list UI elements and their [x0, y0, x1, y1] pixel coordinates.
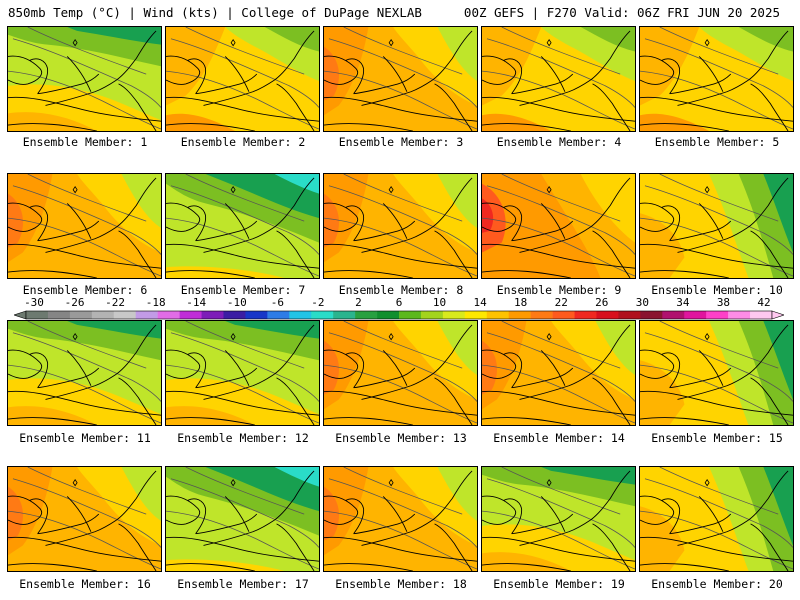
ensemble-member-map-panel	[165, 466, 320, 572]
ensemble-member-map-panel	[323, 173, 478, 279]
colorbar-tick-label: 2	[355, 296, 362, 309]
ensemble-member-map-panel	[7, 466, 162, 572]
colorbar-tick-label: -2	[311, 296, 325, 309]
colorbar-tick-label: -10	[226, 296, 247, 309]
ensemble-member-map-panel	[7, 320, 162, 426]
ensemble-member-label: Ensemble Member: 8	[338, 283, 464, 297]
colorbar-tick-label: 18	[514, 296, 528, 309]
colorbar-tick-label: -18	[145, 296, 166, 309]
colorbar-tick-label: 38	[716, 296, 731, 309]
ensemble-member-label: Ensemble Member: 4	[496, 135, 622, 149]
ensemble-member-map-panel	[639, 173, 794, 279]
ensemble-member-map-panel	[165, 26, 320, 132]
ensemble-member-label: Ensemble Member: 20	[651, 577, 783, 591]
ensemble-member-label: Ensemble Member: 17	[177, 577, 309, 591]
colorbar-tick-label: 6	[395, 296, 403, 309]
ensemble-member-map-panel	[481, 173, 636, 279]
ensemble-member-label: Ensemble Member: 10	[651, 283, 783, 297]
colorbar-tick-label: -30	[24, 296, 44, 309]
ensemble-member-label: Ensemble Member: 12	[177, 431, 309, 445]
colorbar-tick-label: 22	[554, 296, 568, 309]
ensemble-member-map-panel	[481, 466, 636, 572]
ensemble-member-label: Ensemble Member: 18	[335, 577, 467, 591]
ensemble-member-label: Ensemble Member: 3	[338, 135, 464, 149]
map-title: 850mb Temp (°C) | Wind (kts) | College o…	[8, 5, 422, 20]
ensemble-member-map-panel	[323, 320, 478, 426]
ensemble-member-label: Ensemble Member: 5	[654, 135, 780, 149]
ensemble-member-label: Ensemble Member: 2	[180, 135, 306, 149]
ensemble-member-label: Ensemble Member: 6	[22, 283, 148, 297]
ensemble-member-map-panel	[323, 26, 478, 132]
ensemble-member-label: Ensemble Member: 13	[335, 431, 467, 445]
colorbar-tick-label: -14	[186, 296, 207, 309]
ensemble-member-map-panel	[7, 26, 162, 132]
ensemble-member-map-panel	[165, 320, 320, 426]
ensemble-member-map-panel	[639, 26, 794, 132]
ensemble-member-map-panel	[639, 320, 794, 426]
colorbar-tick-label: -22	[105, 296, 126, 309]
ensemble-member-label: Ensemble Member: 9	[496, 283, 622, 297]
colorbar-tick-label: 26	[595, 296, 609, 309]
colorbar-tick-label: -6	[270, 296, 284, 309]
ensemble-member-label: Ensemble Member: 16	[19, 577, 151, 591]
ensemble-member-map-panel	[639, 466, 794, 572]
ensemble-member-label: Ensemble Member: 7	[180, 283, 306, 297]
colorbar-tick-label: 34	[676, 296, 690, 309]
ensemble-member-map-panel	[323, 466, 478, 572]
model-run-valid-time: 00Z GEFS | F270 Valid: 06Z FRI JUN 20 20…	[463, 5, 780, 20]
ensemble-member-label: Ensemble Member: 11	[19, 431, 151, 445]
colorbar-tick-label: 14	[473, 296, 487, 309]
colorbar-tick-label: -26	[64, 296, 85, 309]
ensemble-member-label: Ensemble Member: 19	[493, 577, 625, 591]
ensemble-member-label: Ensemble Member: 15	[651, 431, 783, 445]
colorbar-tick-labels: -30 -26 -22 -18 -14 -10 -6 -2 2 6 10 14 18 22 26 30 34 38…	[14, 296, 784, 309]
ensemble-member-map-panel	[7, 173, 162, 279]
ensemble-member-map-panel	[165, 173, 320, 279]
colorbar-tick-label: 42	[757, 296, 771, 309]
colorbar-tick-label: 10	[432, 296, 447, 309]
ensemble-member-map-panel	[481, 320, 636, 426]
colorbar-tick-label: 30	[635, 296, 649, 309]
ensemble-member-label: Ensemble Member: 1	[22, 135, 148, 149]
ensemble-member-label: Ensemble Member: 14	[493, 431, 625, 445]
ensemble-member-map-panel	[481, 26, 636, 132]
temperature-colorbar	[14, 310, 784, 320]
